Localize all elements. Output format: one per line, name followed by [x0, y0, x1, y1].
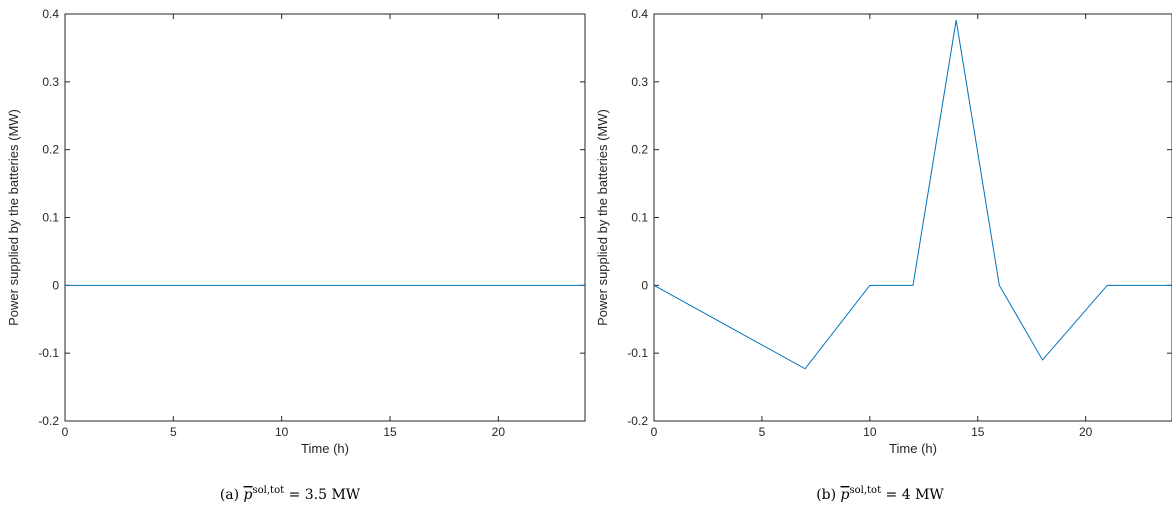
chart-panel-b: 0 5 10 15 20 -0.2 -0.1 0 0.1 0.2 0.3 0.4 Time (h) Pow… [595, 7, 1172, 456]
y-tick-label-b: 0 [641, 278, 648, 292]
x-tick-label-a: 5 [170, 425, 177, 439]
caption-b-superscript: sol,tot [850, 485, 882, 496]
y-tick-label-b: -0.2 [627, 414, 648, 428]
plot-area-a [64, 13, 586, 422]
caption-a-value: = 3.5 MW [289, 487, 361, 503]
plot-area-b [653, 13, 1172, 422]
y-tick-label-b: 0.4 [631, 7, 648, 21]
y-tick-label-a: 0.1 [42, 211, 59, 225]
caption-b: (b) psol,tot = 4 MW [816, 481, 944, 503]
caption-a-superscript: sol,tot [253, 485, 285, 496]
x-tick-label-b: 0 [651, 425, 658, 439]
x-tick-label-b: 5 [759, 425, 766, 439]
x-tick-label-b: 20 [1079, 425, 1093, 439]
x-tick-label-a: 0 [62, 425, 69, 439]
y-tick-label-a: -0.2 [38, 414, 59, 428]
caption-a-prefix: (a) [220, 487, 239, 503]
y-tick-label-a: 0 [52, 278, 59, 292]
x-axis-label-b: Time (h) [889, 441, 937, 456]
y-tick-label-b: 0.3 [631, 75, 648, 89]
x-tick-label-b: 10 [863, 425, 877, 439]
y-axis-label-b: Power supplied by the batteries (MW) [595, 109, 610, 326]
x-tick-label-a: 20 [492, 425, 506, 439]
y-tick-label-a: 0.3 [42, 75, 59, 89]
caption-b-value: = 4 MW [886, 487, 945, 503]
x-tick-label-a: 15 [383, 425, 397, 439]
y-tick-label-a: 0.4 [42, 7, 59, 21]
series-line-b [653, 20, 1172, 370]
caption-b-symbol: p [841, 487, 850, 503]
x-tick-label-b: 15 [971, 425, 985, 439]
y-tick-label-b: -0.1 [627, 346, 648, 360]
y-tick-label-a: -0.1 [38, 346, 59, 360]
y-tick-label-a: 0.2 [42, 143, 59, 157]
chart-panel-a: 0 5 10 15 20 -0.2 -0.1 0 0.1 0.2 0.3 0.4 Time (h) Pow… [6, 7, 586, 456]
y-tick-label-b: 0.2 [631, 143, 648, 157]
y-axis-label-a: Power supplied by the batteries (MW) [6, 109, 21, 326]
x-axis-label-a: Time (h) [301, 441, 349, 456]
y-tick-label-b: 0.1 [631, 211, 648, 225]
caption-a-symbol: p [244, 487, 253, 503]
caption-b-prefix: (b) [816, 487, 836, 503]
x-tick-label-a: 10 [275, 425, 289, 439]
caption-a: (a) psol,tot = 3.5 MW [220, 481, 361, 503]
